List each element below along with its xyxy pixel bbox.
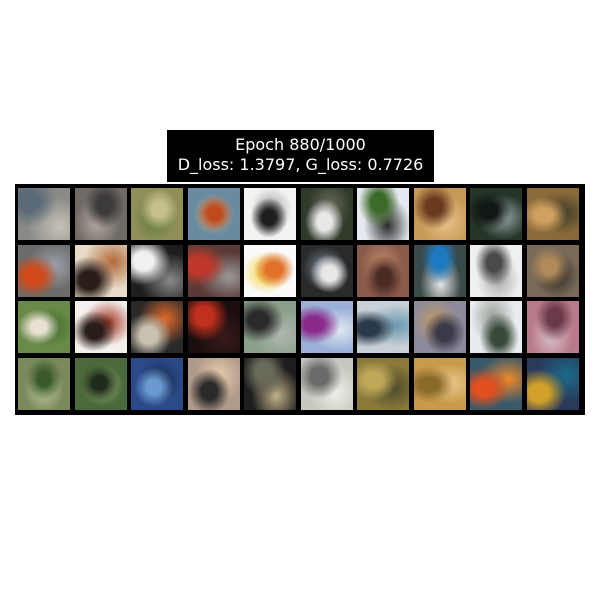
generated-sample-tile (131, 188, 183, 240)
generated-sample-tile (357, 301, 409, 353)
generated-sample-tile (526, 301, 579, 353)
generated-sample-tile (74, 357, 127, 410)
generated-sample-tile (526, 357, 579, 410)
figure-title: Epoch 880/1000 D_loss: 1.3797, G_loss: 0… (167, 130, 434, 182)
generated-sample-tile (18, 188, 70, 240)
generated-sample-tile (300, 188, 353, 240)
generated-sample-tile (413, 357, 466, 410)
generated-sample-tile (413, 188, 466, 240)
generated-sample-tile (413, 301, 466, 353)
generated-sample-tile (526, 188, 579, 240)
generated-sample-tile (131, 301, 183, 353)
generated-sample-tile (470, 188, 522, 240)
generated-sample-tile (413, 244, 466, 297)
generated-sample-tile (357, 188, 409, 240)
generated-sample-tile (131, 357, 183, 410)
generated-sample-tile (18, 244, 70, 297)
generated-sample-tile (357, 244, 409, 297)
generated-sample-tile (357, 357, 409, 410)
generated-sample-tile (187, 244, 240, 297)
generated-sample-tile (300, 244, 353, 297)
generated-sample-tile (244, 357, 296, 410)
generated-sample-tile (74, 188, 127, 240)
generated-sample-tile (187, 357, 240, 410)
generated-sample-tile (74, 301, 127, 353)
generated-sample-tile (300, 357, 353, 410)
generated-sample-tile (131, 244, 183, 297)
epoch-label: Epoch 880/1000 (235, 135, 366, 154)
generated-sample-tile (300, 301, 353, 353)
generated-sample-tile (470, 301, 522, 353)
generated-sample-tile (470, 244, 522, 297)
generated-sample-tile (187, 301, 240, 353)
generated-sample-tile (18, 357, 70, 410)
generated-sample-tile (244, 301, 296, 353)
generated-sample-tile (74, 244, 127, 297)
generated-sample-tile (187, 188, 240, 240)
generated-sample-tile (244, 188, 296, 240)
generated-sample-tile (244, 244, 296, 297)
loss-label: D_loss: 1.3797, G_loss: 0.7726 (177, 155, 424, 174)
generated-image-grid (15, 184, 585, 415)
generated-sample-tile (526, 244, 579, 297)
generated-sample-tile (18, 301, 70, 353)
generated-sample-tile (470, 357, 522, 410)
